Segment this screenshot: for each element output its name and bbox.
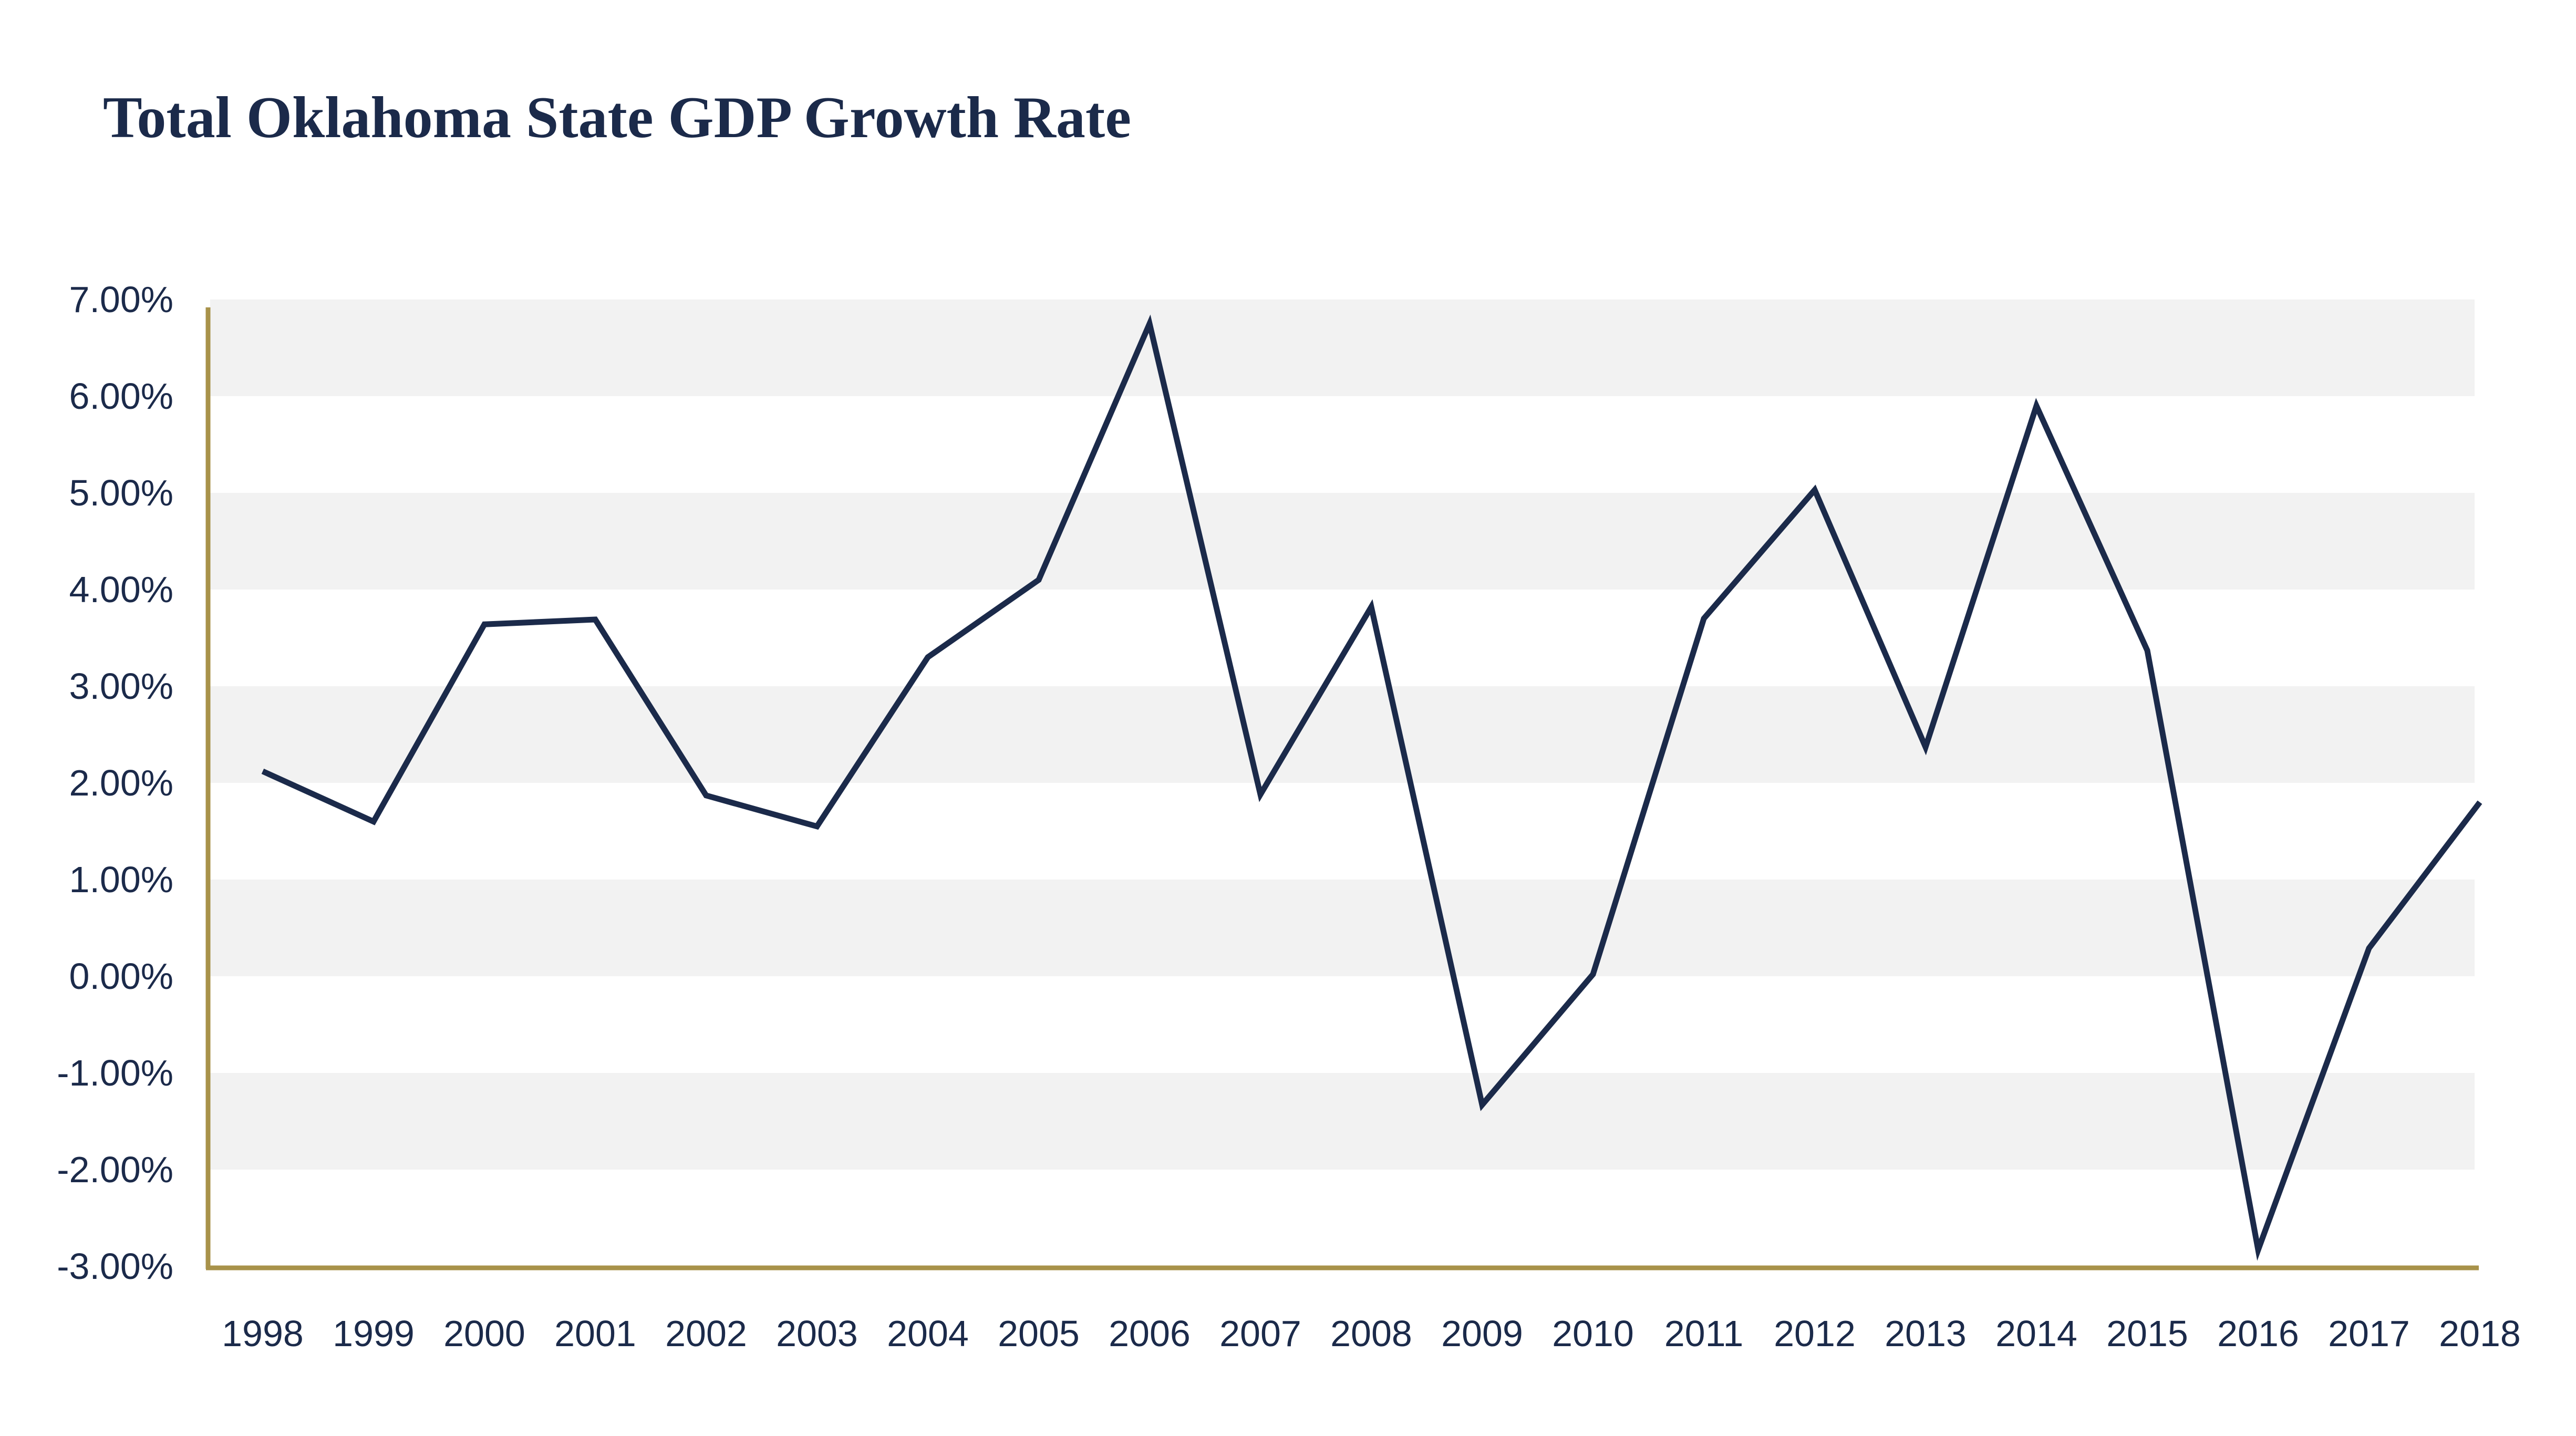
y-tick-label: -2.00% — [57, 1149, 173, 1190]
x-tick-label: 2012 — [1774, 1313, 1856, 1354]
y-tick-label: 4.00% — [69, 569, 173, 610]
series-line — [261, 314, 2482, 1261]
x-tick-label: 2003 — [776, 1313, 858, 1354]
x-tick-label: 2009 — [1441, 1313, 1523, 1354]
y-axis-tick-labels: 7.00% 6.00% 5.00% 4.00% 3.00% 2.00% 1.00% 0.00%… — [57, 279, 173, 1287]
x-tick-label: 2005 — [998, 1313, 1080, 1354]
x-tick-label: 2010 — [1552, 1313, 1634, 1354]
y-tick-label: 6.00% — [69, 376, 173, 417]
x-tick-label: 1998 — [222, 1313, 304, 1354]
y-tick-label: -3.00% — [57, 1246, 173, 1287]
x-tick-label: 2007 — [1219, 1313, 1301, 1354]
y-tick-label: -1.00% — [57, 1052, 173, 1093]
grid-band — [210, 493, 2475, 590]
x-axis-tick-labels: 1998 1999 2000 2001 2002 2003 2004 2005 2006 2007… — [222, 1313, 2521, 1354]
x-tick-label: 2002 — [665, 1313, 747, 1354]
x-tick-label: 2001 — [554, 1313, 636, 1354]
y-tick-label: 5.00% — [69, 472, 173, 513]
x-tick-label: 2014 — [1995, 1313, 2077, 1354]
x-tick-label: 2006 — [1109, 1313, 1191, 1354]
y-tick-label: 7.00% — [69, 279, 173, 320]
grid-band — [210, 1073, 2475, 1170]
grid-band — [210, 686, 2475, 783]
grid-band — [210, 299, 2475, 396]
x-tick-label: 2015 — [2106, 1313, 2188, 1354]
x-tick-label: 2017 — [2328, 1313, 2410, 1354]
x-tick-label: 2008 — [1330, 1313, 1412, 1354]
x-tick-label: 2013 — [1885, 1313, 1967, 1354]
y-tick-label: 3.00% — [69, 666, 173, 707]
y-tick-label: 1.00% — [69, 859, 173, 900]
x-tick-label: 2000 — [443, 1313, 525, 1354]
x-tick-label: 2016 — [2217, 1313, 2299, 1354]
x-tick-label: 2004 — [887, 1313, 969, 1354]
grid-bands — [210, 299, 2475, 1170]
y-tick-label: 0.00% — [69, 956, 173, 997]
chart-title: Total Oklahoma State GDP Growth Rate — [103, 85, 1131, 150]
y-tick-label: 2.00% — [69, 762, 173, 803]
x-tick-label: 2011 — [1664, 1313, 1744, 1354]
x-tick-label: 2018 — [2439, 1313, 2521, 1354]
series-layer — [261, 314, 2482, 1261]
grid-band — [210, 880, 2475, 976]
x-tick-label: 1999 — [333, 1313, 415, 1354]
